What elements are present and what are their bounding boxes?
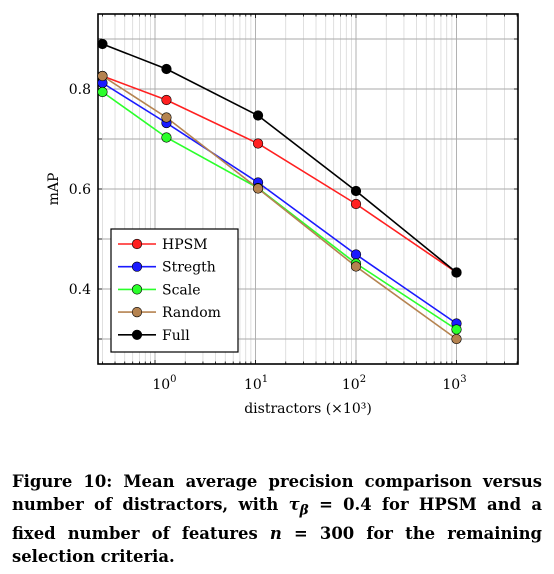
caption-suffix: for the remaining selection criteria.: [12, 524, 543, 567]
data-point-random: [252, 183, 264, 194]
ticks: 0.4 0.6 0.8 100 101 102 103: [69, 14, 518, 393]
data-point-hpsm: [350, 198, 362, 210]
series-layer: [97, 38, 462, 345]
data-point-full: [252, 110, 264, 121]
caption-tau-value: = 0.4: [308, 495, 372, 514]
legend-label-hpsm: HPSM: [162, 237, 208, 253]
caption-middle: for HPSM and a fixed number of features: [12, 495, 542, 544]
data-point-hpsm: [252, 138, 264, 149]
data-point-scale: [451, 324, 462, 335]
caption-tau: τ: [288, 495, 300, 514]
x-axis-label: distractors (×10³): [244, 401, 372, 417]
data-point-scale: [161, 132, 172, 143]
data-point-full: [97, 38, 108, 50]
legend-marker-full: [131, 329, 143, 340]
y-tick-label: 0.6: [69, 182, 91, 198]
x-tick-label: 103: [442, 374, 466, 393]
data-point-random: [161, 112, 172, 123]
legend-label-random: Random: [162, 305, 221, 321]
data-point-full: [161, 63, 172, 75]
data-point-scale: [97, 86, 108, 98]
legend-marker-hpsm: [131, 238, 143, 250]
data-point-hpsm: [161, 94, 172, 106]
data-point-full: [350, 185, 362, 197]
chart: 0.4 0.6 0.8 100 101 102 103 HPSM Stregth Scale Ra…: [46, 13, 519, 417]
y-tick-label: 0.4: [69, 282, 91, 298]
x-tick-label: 100: [152, 374, 176, 393]
legend-label-stregth: Stregth: [162, 260, 216, 276]
data-point-random: [451, 333, 462, 345]
legend-marker-stregth: [131, 261, 143, 272]
x-tick-label: 102: [342, 374, 366, 393]
data-point-random: [97, 70, 108, 82]
data-point-stregth: [350, 249, 362, 260]
data-point-random: [350, 261, 362, 272]
y-tick-label: 0.8: [69, 82, 91, 98]
legend: HPSM Stregth Scale Random Full: [110, 228, 239, 353]
figure-caption: Figure 10: Mean average precision compar…: [12, 470, 542, 568]
data-point-full: [451, 267, 462, 278]
legend-label-full: Full: [162, 328, 190, 344]
caption-prefix: Figure 10: Mean average precision compar…: [12, 472, 542, 514]
caption-n-value: = 300: [281, 524, 355, 544]
legend-marker-scale: [131, 284, 143, 295]
x-tick-label: 101: [244, 374, 268, 393]
y-axis-label: mAP: [46, 173, 62, 206]
caption-n: n: [269, 524, 282, 544]
legend-marker-random: [131, 307, 143, 318]
caption-tau-sub: β: [299, 502, 309, 519]
legend-label-scale: Scale: [162, 282, 201, 298]
